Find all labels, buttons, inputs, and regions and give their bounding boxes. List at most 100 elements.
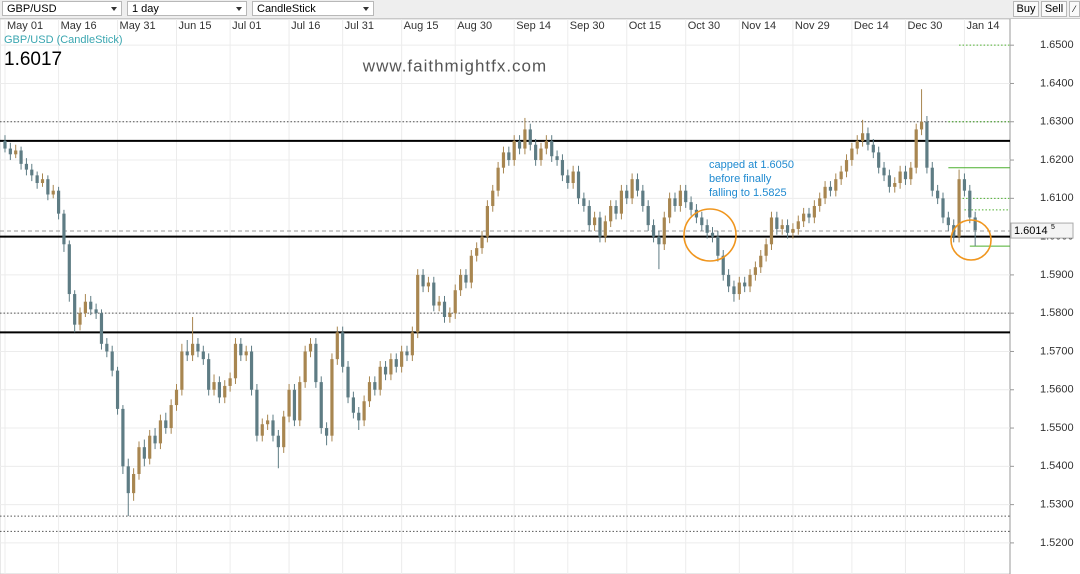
candle-body	[871, 144, 875, 153]
candle-body	[142, 447, 146, 459]
candle-body	[721, 255, 725, 275]
candle-body	[148, 435, 152, 459]
candle-body	[571, 171, 575, 184]
candle-body	[3, 140, 7, 149]
candle-body	[287, 389, 291, 417]
x-tick-label: Aug 15	[404, 20, 439, 32]
candle-body	[217, 382, 221, 398]
y-tick-label: 1.6200	[1040, 154, 1074, 166]
candle-body	[115, 370, 120, 409]
candle-body	[512, 140, 516, 161]
candle-body	[812, 205, 816, 218]
candle-body	[373, 382, 377, 390]
price-marker-box	[1010, 222, 1074, 239]
candle-body	[190, 343, 195, 356]
candle-body	[78, 313, 82, 325]
candle-body	[475, 248, 479, 256]
interval-select[interactable]: 1 day	[127, 1, 247, 16]
watermark: www.faithmightfx.com	[362, 56, 547, 75]
candle-body	[903, 171, 908, 180]
y-tick-label: 1.5600	[1040, 384, 1074, 396]
candle-body	[94, 309, 98, 314]
candle-body	[968, 190, 972, 218]
candle-body	[732, 286, 736, 295]
candle-body	[544, 140, 548, 149]
candle-body	[705, 225, 709, 233]
candle-body	[576, 171, 581, 199]
candle-body	[839, 171, 843, 180]
candle-body	[630, 179, 634, 199]
candle-body	[796, 221, 800, 229]
symbol-select[interactable]: GBP/USD	[2, 1, 122, 16]
candle-body	[8, 148, 12, 155]
x-tick-label: Dec 30	[907, 20, 942, 32]
buy-button[interactable]: Buy	[1013, 1, 1039, 17]
candle-body	[646, 205, 650, 226]
candle-body	[598, 217, 602, 237]
candle-body	[925, 121, 929, 168]
candle-body	[753, 267, 757, 275]
x-tick-label: Jun 15	[179, 20, 212, 32]
candle-body	[421, 274, 425, 287]
candle-body	[936, 190, 940, 199]
candle-body	[260, 424, 264, 436]
candle-body	[99, 313, 104, 344]
candle-body	[73, 294, 77, 325]
candle-body	[137, 447, 141, 474]
candle-body	[941, 198, 945, 218]
y-tick-label: 1.5300	[1040, 499, 1074, 511]
draw-tool[interactable]: ⁄	[1069, 1, 1080, 17]
candle-body	[383, 366, 388, 375]
toolbar: GBP/USD 1 day CandleStick Buy Sell ⁄	[0, 0, 1080, 19]
candle-body	[775, 217, 779, 229]
candle-body	[780, 225, 784, 229]
candle-body	[609, 205, 613, 222]
x-tick-label: Jan 14	[966, 20, 999, 32]
y-tick-label: 1.6300	[1040, 116, 1074, 128]
candle-body	[389, 359, 393, 375]
candle-body	[432, 282, 436, 306]
candle-body	[308, 343, 313, 352]
candle-body	[491, 190, 495, 206]
x-tick-label: May 01	[7, 20, 43, 32]
candle-body	[239, 343, 243, 356]
x-tick-label: Jul 31	[345, 20, 374, 32]
candle-body	[914, 129, 918, 168]
x-tick-label: Nov 29	[795, 20, 830, 32]
candle-body	[930, 167, 934, 191]
candle-body	[860, 133, 865, 141]
x-tick-label: Oct 30	[688, 20, 720, 32]
candle-body	[442, 301, 447, 318]
candle-body	[726, 274, 731, 287]
candle-body	[700, 217, 704, 226]
candle-body	[169, 405, 173, 429]
candle-body	[255, 389, 259, 436]
candle-body	[587, 205, 591, 226]
candle-body	[539, 148, 543, 161]
chart: GBP/USD (CandleStick) 1.6017 www.faithmi…	[0, 19, 1074, 574]
x-tick-label: Jul 16	[291, 20, 320, 32]
candle-body	[769, 217, 774, 245]
x-tick-label: Nov 14	[741, 20, 776, 32]
sell-button[interactable]: Sell	[1041, 1, 1067, 17]
candle-body	[351, 397, 355, 413]
candle-body	[898, 171, 902, 184]
highlight-circle	[683, 208, 737, 262]
candle-body	[480, 236, 484, 249]
candle-body	[276, 435, 280, 448]
candles	[3, 89, 977, 517]
candle-body	[207, 359, 211, 390]
candle-body	[464, 274, 468, 283]
candle-body	[962, 179, 967, 191]
style-select[interactable]: CandleStick	[252, 1, 374, 16]
candle-body	[164, 420, 168, 429]
plot-area	[0, 19, 1011, 574]
y-tick-label: 1.5500	[1040, 422, 1074, 434]
candle-body	[158, 420, 163, 444]
candle-body	[121, 408, 125, 467]
candle-body	[335, 332, 339, 360]
candle-body	[233, 343, 238, 379]
price-marker-sup: 5	[1051, 224, 1055, 231]
candle-body	[791, 228, 795, 233]
candle-body	[223, 385, 227, 398]
